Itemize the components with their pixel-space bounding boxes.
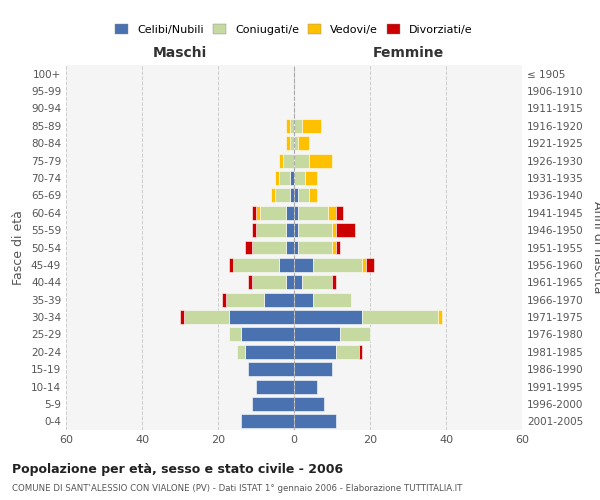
Bar	[332, 240, 336, 254]
Bar	[279, 171, 290, 185]
Bar	[260, 206, 286, 220]
Bar	[362, 310, 439, 324]
Bar	[294, 414, 336, 428]
Bar	[313, 258, 362, 272]
Bar	[252, 223, 256, 237]
Bar	[290, 136, 294, 150]
Bar	[309, 188, 317, 202]
Bar	[286, 119, 290, 133]
Bar	[359, 345, 362, 358]
Bar	[252, 240, 286, 254]
Bar	[294, 380, 317, 394]
Bar	[245, 345, 294, 358]
Bar	[286, 136, 290, 150]
Bar	[294, 276, 302, 289]
Bar	[294, 154, 309, 168]
Bar	[294, 119, 302, 133]
Bar	[309, 154, 332, 168]
Bar	[279, 258, 294, 272]
Bar	[294, 136, 298, 150]
Bar	[229, 258, 233, 272]
Bar	[298, 188, 309, 202]
Bar	[184, 310, 229, 324]
Bar	[256, 223, 286, 237]
Bar	[286, 240, 294, 254]
Bar	[241, 328, 294, 342]
Bar	[286, 206, 294, 220]
Bar	[252, 276, 286, 289]
Bar	[233, 258, 279, 272]
Bar	[362, 258, 366, 272]
Bar	[252, 397, 294, 411]
Bar	[241, 414, 294, 428]
Bar	[294, 223, 298, 237]
Bar	[252, 206, 256, 220]
Bar	[256, 206, 260, 220]
Bar	[294, 345, 336, 358]
Bar	[305, 171, 317, 185]
Bar	[298, 136, 309, 150]
Bar	[180, 310, 184, 324]
Bar	[248, 362, 294, 376]
Bar	[275, 171, 279, 185]
Legend: Celibi/Nubili, Coniugati/e, Vedovi/e, Divorziati/e: Celibi/Nubili, Coniugati/e, Vedovi/e, Di…	[111, 20, 477, 39]
Bar	[283, 154, 294, 168]
Bar	[263, 292, 294, 306]
Text: COMUNE DI SANT'ALESSIO CON VIALONE (PV) - Dati ISTAT 1° gennaio 2006 - Elaborazi: COMUNE DI SANT'ALESSIO CON VIALONE (PV) …	[12, 484, 463, 493]
Bar	[294, 206, 298, 220]
Bar	[298, 223, 332, 237]
Bar	[290, 188, 294, 202]
Y-axis label: Anni di nascita: Anni di nascita	[592, 201, 600, 294]
Bar	[332, 276, 336, 289]
Bar	[286, 276, 294, 289]
Bar	[294, 292, 313, 306]
Bar	[229, 310, 294, 324]
Bar	[290, 171, 294, 185]
Bar	[286, 223, 294, 237]
Bar	[294, 188, 298, 202]
Bar	[336, 240, 340, 254]
Bar	[336, 206, 343, 220]
Bar	[229, 328, 241, 342]
Bar	[290, 119, 294, 133]
Bar	[271, 188, 275, 202]
Bar	[245, 240, 252, 254]
Bar	[294, 258, 313, 272]
Bar	[294, 310, 362, 324]
Bar	[294, 397, 325, 411]
Bar	[313, 292, 351, 306]
Bar	[298, 206, 328, 220]
Bar	[294, 362, 332, 376]
Bar	[294, 240, 298, 254]
Bar	[237, 345, 245, 358]
Bar	[336, 345, 359, 358]
Bar	[279, 154, 283, 168]
Bar	[336, 223, 355, 237]
Bar	[340, 328, 370, 342]
Bar	[302, 276, 332, 289]
Bar	[248, 276, 252, 289]
Bar	[222, 292, 226, 306]
Bar	[366, 258, 374, 272]
Text: Femmine: Femmine	[373, 46, 443, 60]
Bar	[294, 328, 340, 342]
Y-axis label: Fasce di età: Fasce di età	[13, 210, 25, 285]
Bar	[332, 223, 336, 237]
Text: Popolazione per età, sesso e stato civile - 2006: Popolazione per età, sesso e stato civil…	[12, 462, 343, 475]
Bar	[275, 188, 290, 202]
Bar	[439, 310, 442, 324]
Bar	[302, 119, 320, 133]
Bar	[328, 206, 336, 220]
Bar	[226, 292, 263, 306]
Text: Maschi: Maschi	[153, 46, 207, 60]
Bar	[298, 240, 332, 254]
Bar	[256, 380, 294, 394]
Bar	[294, 171, 305, 185]
